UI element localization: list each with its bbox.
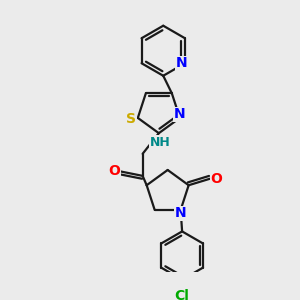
Text: N: N <box>173 107 185 122</box>
Text: S: S <box>126 112 136 126</box>
Text: O: O <box>210 172 222 186</box>
Text: N: N <box>175 206 187 220</box>
Text: Cl: Cl <box>175 289 190 300</box>
Text: NH: NH <box>150 136 170 148</box>
Text: N: N <box>176 56 187 70</box>
Text: O: O <box>108 164 120 178</box>
